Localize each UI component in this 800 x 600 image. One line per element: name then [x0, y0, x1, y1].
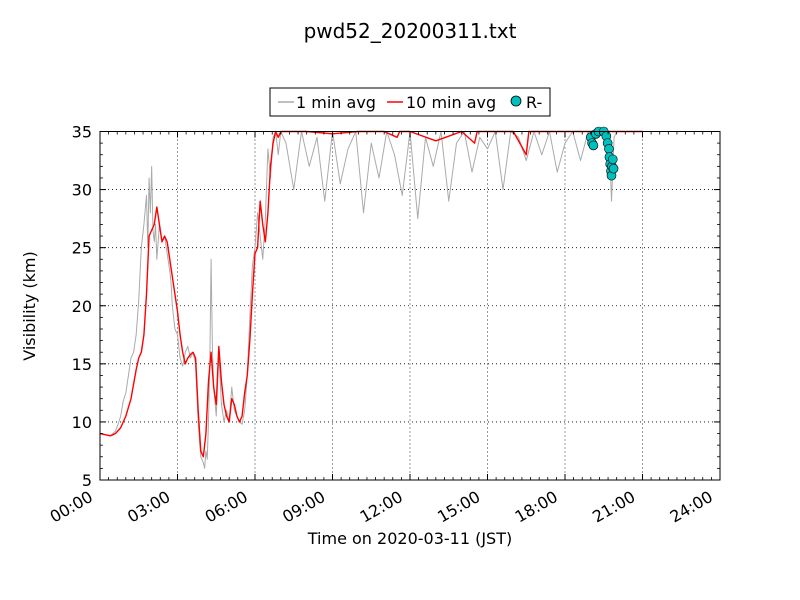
rain-marker — [588, 140, 599, 151]
x-tick-label: 09:00 — [279, 487, 328, 527]
x-axis-label: Time on 2020-03-11 (JST) — [307, 529, 512, 548]
y-tick-label: 35 — [72, 123, 92, 142]
legend-marker-rain — [510, 95, 522, 107]
legend-label-rain: R- — [526, 93, 542, 112]
x-tick-label: 03:00 — [124, 487, 173, 527]
rain-marker — [604, 144, 614, 154]
y-tick-label: 5 — [82, 471, 92, 490]
series-1min-avg-line — [99, 131, 643, 469]
y-tick-label: 25 — [72, 239, 92, 258]
x-tick-label: 18:00 — [512, 487, 561, 527]
legend: 1 min avg 10 min avg R- — [269, 87, 551, 117]
series-10min-avg-line — [99, 130, 643, 458]
y-tick-label: 15 — [72, 355, 92, 374]
rain-marker — [608, 163, 619, 174]
x-tick-label: 00:00 — [47, 487, 96, 527]
axis-ticks: 00:00 03:00 06:00 09:00 12:00 15:00 18:00 21:00… — [47, 123, 721, 527]
grid — [100, 131, 720, 480]
y-tick-label: 10 — [72, 413, 92, 432]
rain-marker — [607, 154, 618, 165]
legend-label-10min: 10 min avg — [406, 93, 496, 112]
x-tick-label: 06:00 — [202, 487, 251, 527]
y-tick-label: 20 — [72, 297, 92, 316]
y-tick-label: 30 — [72, 181, 92, 200]
legend-box — [269, 87, 551, 117]
x-tick-label: 24:00 — [667, 487, 716, 527]
x-tick-label: 21:00 — [589, 487, 638, 527]
plot-area — [99, 126, 643, 469]
x-tick-label: 15:00 — [434, 487, 483, 527]
chart-title: pwd52_20200311.txt — [304, 19, 517, 43]
legend-label-1min: 1 min avg — [296, 93, 376, 112]
x-tick-label: 12:00 — [357, 487, 406, 527]
y-axis-label: Visibility (km) — [20, 251, 39, 360]
